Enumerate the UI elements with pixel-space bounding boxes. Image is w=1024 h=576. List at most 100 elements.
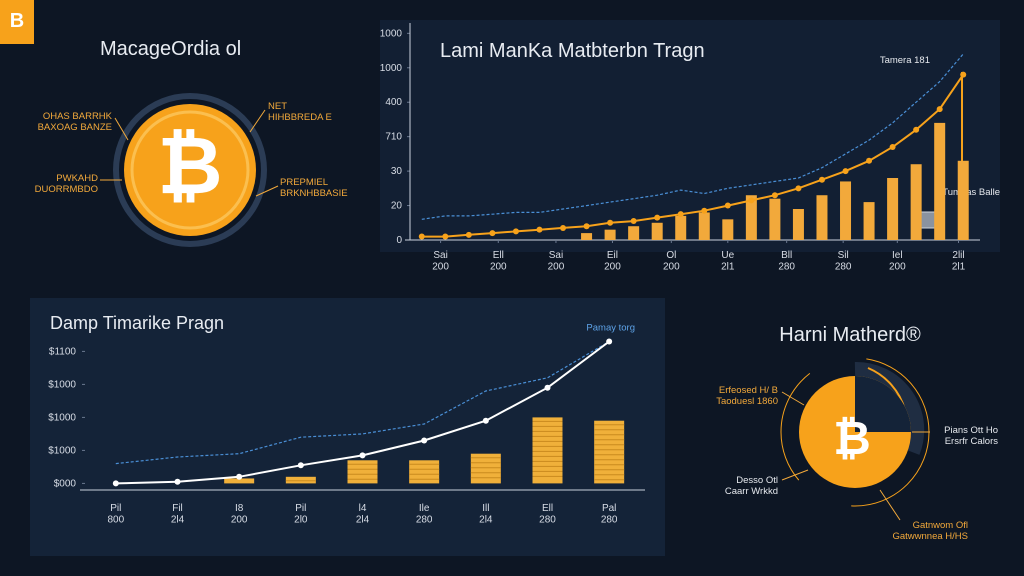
bar <box>532 417 563 484</box>
badge-label: Erfeosed H/ B Taoduesl 1860 <box>716 385 778 407</box>
bar <box>628 226 640 240</box>
point <box>359 452 366 459</box>
point <box>795 185 802 192</box>
coin-rim <box>130 110 250 230</box>
x-tick-label: Bll 280 <box>778 250 795 273</box>
logo <box>0 0 34 44</box>
point <box>418 233 425 240</box>
coin-ring <box>854 361 925 455</box>
bitcoin-symbol: ₿ <box>157 121 222 210</box>
point <box>174 478 181 485</box>
x-tick-label: Pal 280 <box>601 503 618 526</box>
annotation: Tamera 181 <box>880 55 930 66</box>
bar <box>698 212 710 240</box>
point <box>489 230 496 237</box>
point <box>677 211 684 218</box>
bar <box>910 164 922 240</box>
bar <box>769 198 781 240</box>
coin-label: OHAS BARRHK BAXOAG BANZE <box>38 111 113 133</box>
coin-label: PWKAHD DUORRMBDO <box>35 173 98 195</box>
bar <box>887 178 899 240</box>
point <box>842 168 849 175</box>
point <box>297 462 304 469</box>
point <box>630 218 637 225</box>
point <box>607 219 614 226</box>
bar <box>863 202 875 240</box>
x-tick-label: Ile 280 <box>416 503 433 526</box>
chart-title: Lami ManKa Matbterbn Tragn <box>440 40 705 62</box>
annotation: Tumbas Balle <box>942 187 1000 198</box>
y-tick-label: 400 <box>385 97 402 108</box>
x-tick-label: Sil 280 <box>835 250 852 273</box>
bar <box>651 222 663 240</box>
point <box>465 231 472 238</box>
bar <box>957 160 969 240</box>
point <box>583 223 590 230</box>
point <box>236 473 243 480</box>
bar <box>840 181 852 240</box>
x-tick-label: Eil 200 <box>604 250 621 273</box>
y-tick-label: 710 <box>385 131 402 142</box>
line <box>115 340 610 465</box>
bar <box>675 215 687 240</box>
point <box>442 233 449 240</box>
point <box>654 214 661 221</box>
y-tick-label: 20 <box>391 200 403 211</box>
bar <box>604 229 616 240</box>
bar <box>594 420 625 484</box>
point <box>748 197 755 204</box>
leader-lines <box>781 391 930 521</box>
coin-ring <box>113 93 267 247</box>
badge-title: Harni Matherd® <box>779 324 921 346</box>
x-tick-label: Ell 200 <box>490 250 507 273</box>
point <box>421 437 428 444</box>
bar <box>792 209 804 240</box>
point <box>936 106 943 113</box>
x-tick-label: Ue 2l1 <box>721 250 735 273</box>
bar <box>470 453 501 484</box>
point <box>560 224 567 231</box>
panel <box>30 298 665 556</box>
point <box>724 202 731 209</box>
line <box>421 53 964 220</box>
x-tick-label: Sai 200 <box>432 250 449 273</box>
x-tick-label: l4 2l4 <box>356 503 370 526</box>
legend-entry: Pamay torg <box>586 322 635 333</box>
y-tick-label: 30 <box>391 166 403 177</box>
bar <box>285 476 316 484</box>
point <box>606 338 613 345</box>
point <box>512 228 519 235</box>
bar <box>722 219 734 240</box>
y-tick-label: $1000 <box>48 379 76 390</box>
x-tick-label: Ol 200 <box>663 250 680 273</box>
y-tick-label: 1000 <box>380 62 403 73</box>
point <box>889 144 896 150</box>
coin-label: NET HIHBBREDA E <box>268 101 332 123</box>
badge-label: Pians Ott Ho Ersrfr Calors <box>944 425 998 447</box>
point <box>913 126 920 133</box>
y-tick-label: $1100 <box>49 346 77 357</box>
bar <box>347 460 378 484</box>
bar <box>409 460 440 484</box>
point <box>771 192 778 199</box>
point <box>482 417 489 424</box>
x-tick-label: Ell 280 <box>539 503 556 526</box>
x-tick-label: Ill 2l4 <box>479 503 493 526</box>
point <box>960 71 967 78</box>
point <box>536 226 543 233</box>
x-tick-label: Pil 2l0 <box>294 503 308 526</box>
page-title: MacageOrdia ol <box>100 38 241 60</box>
point <box>112 480 119 487</box>
y-tick-label: $1000 <box>48 412 76 423</box>
y-tick-label: 0 <box>396 235 402 246</box>
point <box>544 384 551 391</box>
bar <box>745 195 757 240</box>
bar <box>581 233 593 240</box>
point <box>866 157 873 164</box>
badge-label: Gatnwom Ofl Gatwwnnea H/HS <box>892 520 968 542</box>
coin-cut <box>855 376 911 432</box>
leader-lines <box>100 109 279 197</box>
bar <box>934 122 946 240</box>
logo-text: B <box>10 10 24 32</box>
